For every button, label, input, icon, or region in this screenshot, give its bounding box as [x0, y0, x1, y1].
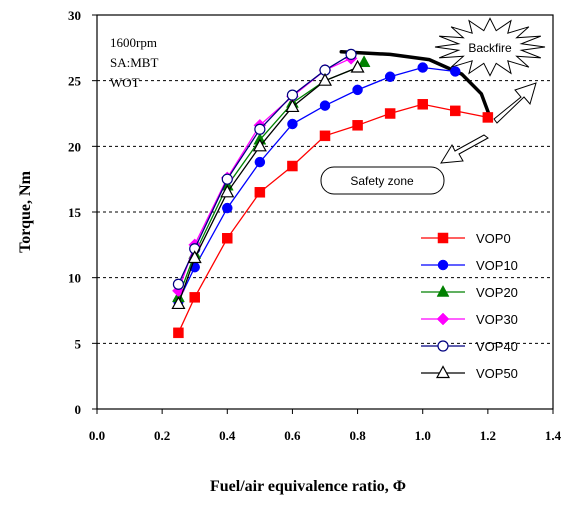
data-point-vop50 [317, 72, 333, 86]
series-line-vop10 [177, 66, 456, 302]
backfire-boundary-curve [339, 50, 493, 122]
data-point-vop0 [450, 105, 461, 117]
data-point-vop40 [221, 173, 233, 185]
data-point-vop0 [254, 187, 266, 198]
data-point-vop10 [384, 71, 396, 82]
x-tick-label: 1.0 [415, 428, 431, 443]
series-line-vop0 [177, 103, 489, 334]
conditions-block: 1600rpm SA:MBT WOT [110, 35, 158, 90]
x-tick-label: 0.4 [219, 428, 236, 443]
backfire-label: Backfire [468, 41, 512, 55]
data-point-vop10 [222, 202, 233, 214]
y-tick-label: 10 [68, 271, 81, 286]
condition-label: SA:MBT [110, 55, 158, 70]
data-point-vop40 [254, 123, 266, 135]
safety-zone-box [320, 166, 445, 195]
data-point-vop10 [287, 118, 298, 130]
data-point-vop50 [220, 184, 235, 198]
series-vop50 [171, 59, 365, 310]
legend-layer: VOP0 VOP10 VOP20 VOP30 VOP40 VOP50 [421, 231, 518, 381]
grid-layer [97, 80, 553, 344]
data-point-vop0 [173, 327, 184, 339]
data-point-vop20 [357, 55, 371, 68]
condition-label: WOT [110, 75, 140, 90]
y-tick-label: 0 [75, 402, 82, 417]
y-tick-label: 30 [68, 8, 81, 23]
condition-label: 1600rpm [110, 35, 157, 50]
y-tick-label: 15 [68, 205, 82, 220]
data-point-vop10 [417, 62, 428, 73]
backfire-arrow [493, 82, 537, 124]
legend-label: VOP30 [476, 312, 518, 327]
legend-entry-vop20: VOP20 [421, 284, 518, 300]
series-vop0 [173, 99, 494, 339]
legend-label: VOP10 [476, 258, 518, 273]
legend-marker [437, 340, 449, 352]
x-tick-label: 0.6 [284, 428, 301, 443]
legend-entry-vop50: VOP50 [421, 365, 518, 381]
x-tick-label: 0.0 [89, 428, 105, 443]
safety-arrow [440, 134, 489, 164]
backfire-starburst [434, 17, 546, 77]
data-point-vop0 [222, 233, 233, 244]
data-point-vop0 [384, 108, 396, 119]
legend-entry-vop30: VOP30 [421, 312, 518, 327]
legend-label: VOP50 [476, 366, 518, 381]
data-point-vop10 [352, 84, 363, 96]
data-point-vop10 [254, 156, 266, 168]
data-point-vop50 [285, 99, 300, 113]
y-tick-label: 5 [75, 336, 82, 351]
series-layer [171, 48, 494, 339]
data-point-vop0 [417, 99, 428, 110]
data-point-vop50 [187, 250, 202, 264]
safety-zone-label: Safety zone [350, 174, 414, 188]
data-point-vop40 [286, 89, 299, 101]
data-point-vop0 [287, 160, 298, 172]
x-tick-label: 0.8 [349, 428, 366, 443]
legend-entry-vop10: VOP10 [421, 258, 518, 273]
x-axis-title: Fuel/air equivalence ratio, Φ [210, 478, 406, 495]
data-point-vop0 [352, 120, 363, 131]
data-point-vop40 [172, 278, 185, 290]
legend-label: VOP40 [476, 339, 518, 354]
data-point-vop10 [450, 66, 461, 77]
legend-marker [437, 259, 449, 271]
y-tick-label: 25 [68, 74, 82, 89]
legend-label: VOP20 [476, 285, 518, 300]
legend-label: VOP0 [476, 231, 511, 246]
data-point-vop50 [171, 296, 186, 310]
data-point-vop0 [319, 130, 331, 142]
data-point-vop10 [319, 100, 331, 111]
data-point-vop0 [482, 112, 494, 123]
legend-marker [436, 284, 450, 297]
annotation-layer: Backfire Safety zone [320, 17, 546, 195]
x-tick-label: 1.2 [480, 428, 496, 443]
y-axis-title: Torque, Nm [17, 170, 34, 252]
legend-marker [435, 365, 451, 379]
legend-entry-vop0: VOP0 [421, 231, 511, 246]
x-tick-label: 0.2 [154, 428, 170, 443]
data-point-vop50 [350, 59, 365, 73]
data-point-vop0 [189, 292, 200, 303]
x-tick-label: 1.4 [545, 428, 562, 443]
y-tick-label: 20 [68, 139, 81, 154]
data-point-vop50 [252, 138, 267, 152]
legend-marker [436, 312, 450, 326]
legend-entry-vop40: VOP40 [421, 339, 518, 354]
legend-marker [437, 232, 449, 244]
axes-layer: 0 5 10 15 20 25 30 0.0 0.2 0.4 0.6 0.8 1.0 1.2 1.4 Fuel… [17, 8, 562, 495]
data-point-vop40 [345, 48, 357, 61]
